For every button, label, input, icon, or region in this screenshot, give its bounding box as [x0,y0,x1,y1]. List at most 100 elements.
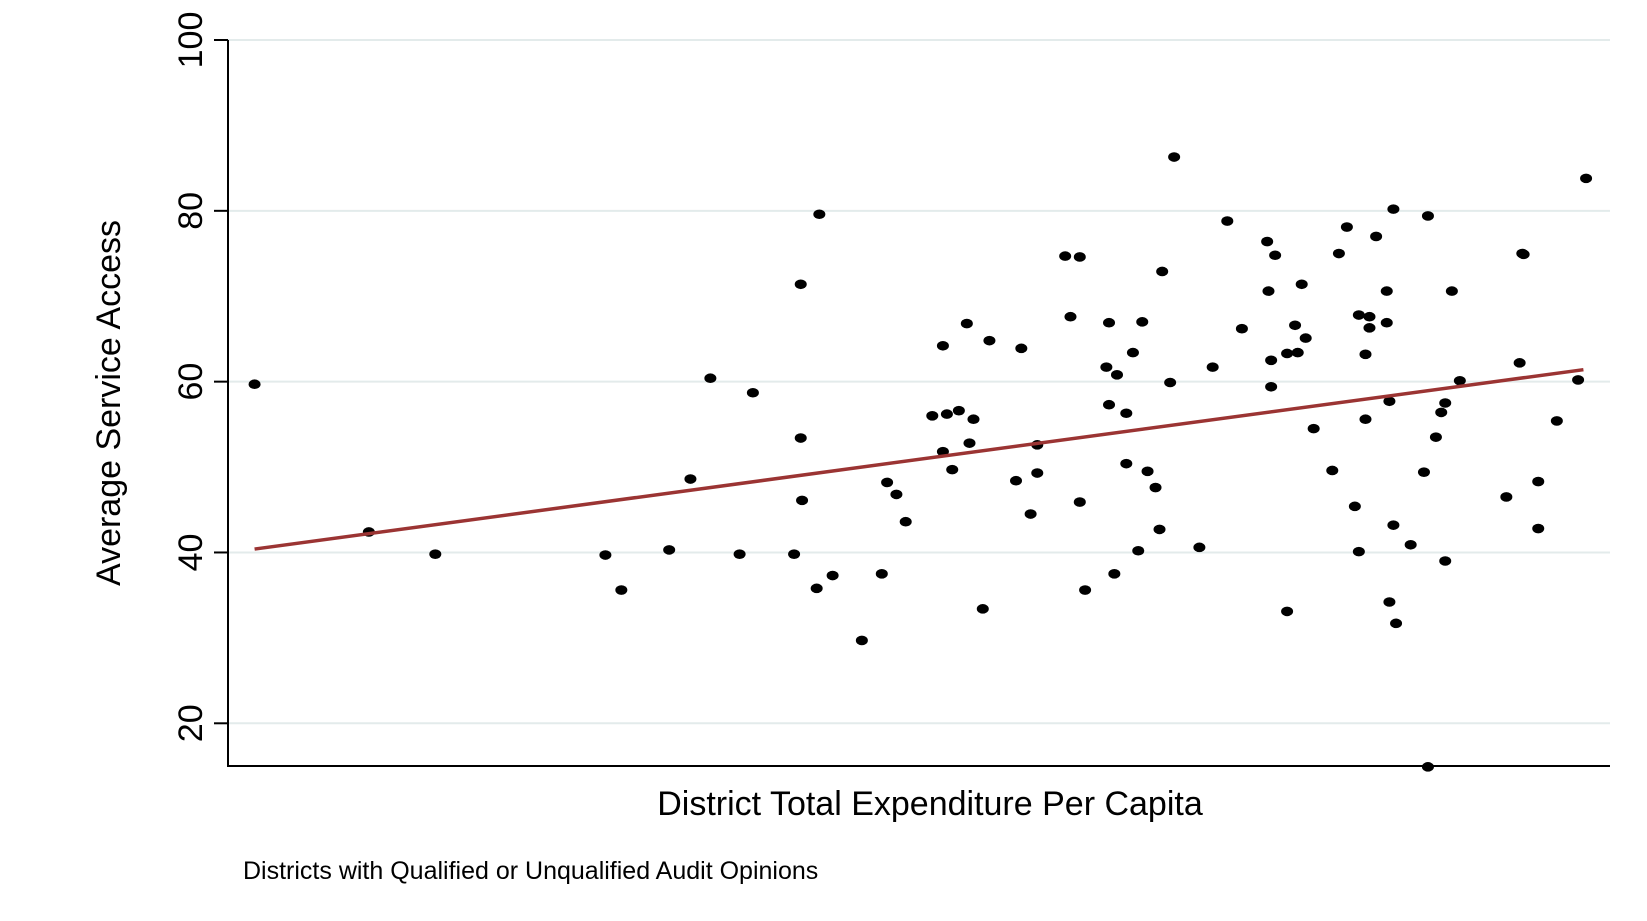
data-point-83 [1363,311,1376,322]
data-point-51 [1132,545,1145,556]
data-point-109 [1550,416,1563,426]
data-point-21 [899,516,912,527]
data-point-44 [1103,317,1116,328]
data-point-104 [1513,358,1526,368]
data-point-57 [1164,377,1177,388]
data-point-95 [1421,211,1434,221]
data-point-15 [813,209,826,220]
gridlines [228,39,1610,725]
data-point-90 [1387,204,1400,214]
data-point-12 [794,433,807,443]
data-point-24 [936,340,949,351]
fit-line-group [254,367,1584,551]
data-point-42 [1079,585,1092,595]
data-point-54 [1149,482,1162,493]
data-point-99 [1439,398,1452,408]
data-point-14 [810,583,823,594]
y-tick-label-20: 20 [172,704,210,742]
data-point-8 [733,549,746,559]
y-tick-label-60: 60 [172,363,210,401]
data-point-108 [1532,523,1545,534]
data-point-59 [1193,542,1206,553]
data-point-81 [1359,349,1372,360]
data-point-76 [1332,248,1345,259]
data-point-91 [1387,520,1400,530]
data-point-19 [881,477,894,488]
data-point-39 [1064,311,1077,322]
data-point-6 [684,474,697,484]
data-point-50 [1126,347,1139,358]
data-point-77 [1340,222,1353,232]
data-point-2 [429,549,442,559]
data-point-27 [952,405,965,416]
data-point-16 [826,570,839,581]
data-point-0 [248,379,261,390]
data-point-60 [1206,362,1219,372]
y-axis [227,40,1610,767]
data-point-68 [1281,348,1294,359]
data-point-31 [976,604,989,614]
data-point-4 [615,585,628,595]
data-point-84 [1363,323,1376,333]
data-point-102 [1453,375,1466,386]
data-point-88 [1383,396,1396,407]
data-point-110 [1572,375,1585,385]
data-point-47 [1110,370,1123,380]
data-point-92 [1390,618,1403,629]
data-point-29 [963,438,976,448]
data-point-85 [1370,231,1383,242]
data-point-73 [1299,333,1312,343]
data-point-49 [1120,458,1133,469]
data-point-100 [1439,556,1452,566]
data-point-52 [1136,317,1149,327]
chart-note: Districts with Qualified or Unqualified … [243,857,818,885]
data-point-70 [1289,320,1302,331]
data-point-53 [1141,466,1154,477]
data-point-62 [1235,323,1248,334]
data-point-5 [663,545,676,555]
data-point-72 [1295,279,1308,290]
data-point-106 [1517,249,1530,260]
data-point-56 [1156,266,1169,277]
data-point-101 [1445,286,1458,296]
data-point-13 [796,495,809,506]
data-point-10 [788,549,801,559]
y-tick-label-80: 80 [172,192,210,230]
data-point-46 [1108,569,1121,579]
data-point-79 [1352,546,1365,557]
data-point-40 [1073,252,1086,262]
data-point-43 [1100,362,1113,372]
fit-line [254,367,1584,551]
data-point-22 [926,411,939,421]
data-point-9 [746,387,759,398]
data-point-74 [1307,423,1320,434]
data-point-103 [1500,492,1513,502]
data-point-30 [967,414,980,425]
y-ticks: 20 40 60 80 100 [172,12,228,742]
data-point-86 [1380,286,1393,296]
data-point-55 [1153,524,1166,535]
data-point-67 [1269,250,1282,261]
data-point-65 [1265,355,1278,366]
y-axis-title: Average Service Access [90,220,128,586]
data-point-94 [1417,467,1430,477]
data-point-61 [1221,216,1234,226]
data-point-80 [1352,310,1365,320]
data-point-45 [1103,399,1116,410]
data-point-97 [1429,432,1442,442]
data-point-25 [940,409,953,419]
data-point-34 [1015,343,1028,354]
y-tick-label-40: 40 [172,534,210,572]
data-point-11 [794,279,807,290]
data-point-17 [855,635,868,646]
data-point-111 [1580,173,1593,184]
data-point-82 [1359,414,1372,425]
data-point-18 [875,569,888,579]
data-point-98 [1435,407,1448,418]
data-point-35 [1024,509,1037,519]
data-points [248,152,1593,772]
data-point-20 [890,489,903,500]
data-point-48 [1120,408,1133,419]
data-point-64 [1262,286,1275,296]
data-point-3 [599,550,612,560]
